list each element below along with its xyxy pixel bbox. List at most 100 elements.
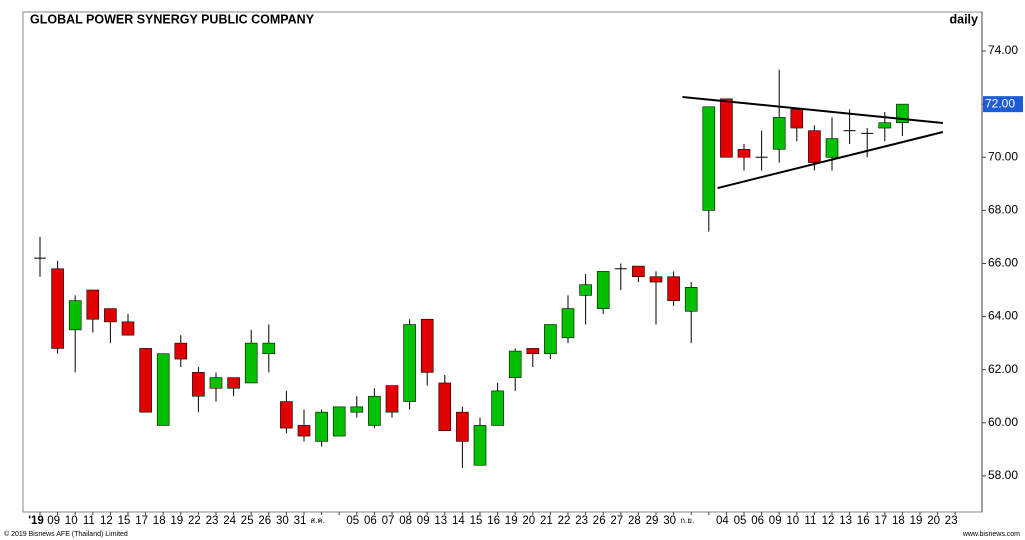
x-tick-label: 22 bbox=[188, 515, 201, 527]
x-tick-label: 22 bbox=[558, 515, 571, 527]
candle-body bbox=[368, 395, 381, 426]
candle-body bbox=[420, 318, 434, 373]
candle-body bbox=[456, 411, 469, 442]
candle-body bbox=[684, 287, 698, 312]
candle-body bbox=[385, 385, 399, 413]
x-tick-label: 06 bbox=[751, 515, 764, 527]
candle-body bbox=[350, 406, 364, 413]
y-tick-label: 64.00 bbox=[988, 309, 1018, 323]
x-tick-label: 09 bbox=[417, 515, 430, 527]
x-tick-label: 15 bbox=[118, 515, 131, 527]
x-tick-label: 31 bbox=[294, 515, 307, 527]
x-tick-label: 28 bbox=[628, 515, 641, 527]
candle-body bbox=[649, 276, 663, 283]
candle-body bbox=[68, 300, 82, 331]
x-tick-label: 20 bbox=[522, 515, 535, 527]
x-tick-label: 13 bbox=[839, 515, 852, 527]
x-tick-label: 16 bbox=[857, 515, 870, 527]
candle-body bbox=[772, 117, 786, 150]
x-tick-label: 19 bbox=[910, 515, 923, 527]
y-tick-label: 66.00 bbox=[988, 256, 1018, 270]
x-tick-label: 05 bbox=[346, 515, 359, 527]
x-tick-label: 23 bbox=[575, 515, 588, 527]
y-tick-label: 68.00 bbox=[988, 203, 1018, 217]
candle-body bbox=[508, 350, 522, 378]
candle-body bbox=[825, 138, 839, 158]
candle-body bbox=[280, 401, 293, 429]
x-tick-label: 04 bbox=[716, 515, 729, 527]
y-tick-label: 58.00 bbox=[988, 468, 1018, 482]
x-tick-label: 05 bbox=[734, 515, 747, 527]
y-tick-label: 62.00 bbox=[988, 362, 1018, 376]
x-tick-label: 30 bbox=[663, 515, 676, 527]
candle-body bbox=[632, 265, 645, 278]
x-tick-label: 07 bbox=[382, 515, 395, 527]
x-tick-label: ส.ค. bbox=[310, 516, 325, 525]
candle-body bbox=[702, 106, 716, 211]
candle-body bbox=[561, 308, 575, 339]
x-tick-label: 23 bbox=[945, 515, 958, 527]
x-tick-label: 10 bbox=[786, 515, 799, 527]
y-tick-label: 70.00 bbox=[988, 149, 1018, 163]
x-tick-label: 18 bbox=[153, 515, 166, 527]
x-tick-label: 12 bbox=[100, 515, 113, 527]
x-tick-label: 13 bbox=[434, 515, 447, 527]
candle-body bbox=[174, 342, 188, 360]
candle-body bbox=[86, 289, 100, 320]
candle-body bbox=[139, 348, 152, 413]
candle-body bbox=[51, 268, 64, 349]
x-tick-label: 24 bbox=[223, 515, 236, 527]
candle-body bbox=[209, 377, 223, 389]
candle-body bbox=[156, 353, 170, 426]
candle-body bbox=[121, 321, 135, 336]
x-tick-label: 25 bbox=[241, 515, 254, 527]
x-tick-label: 19 bbox=[170, 515, 183, 527]
x-tick-label: 11 bbox=[804, 515, 816, 527]
candle-body bbox=[332, 406, 346, 437]
last-price-label: 72.00 bbox=[985, 96, 1015, 110]
candle-body bbox=[262, 342, 276, 355]
candle-body bbox=[315, 411, 328, 442]
x-tick-label: 10 bbox=[65, 515, 78, 527]
x-tick-label: 09 bbox=[769, 515, 782, 527]
x-tick-label: 12 bbox=[822, 515, 835, 527]
candle-body bbox=[579, 284, 592, 296]
period-label: daily bbox=[950, 12, 979, 26]
candle-body bbox=[473, 425, 487, 466]
x-tick-label: 29 bbox=[646, 515, 659, 527]
candle-body bbox=[297, 425, 311, 437]
x-tick-label: 15 bbox=[470, 515, 483, 527]
candle-body bbox=[544, 324, 557, 355]
candle-body bbox=[667, 276, 680, 301]
candle-body bbox=[403, 324, 416, 402]
candle-body bbox=[878, 122, 892, 129]
x-tick-label: '19 bbox=[28, 515, 44, 527]
x-tick-label: 06 bbox=[364, 515, 377, 527]
x-tick-label: 17 bbox=[135, 515, 148, 527]
x-tick-label: 18 bbox=[892, 515, 905, 527]
x-tick-label: 20 bbox=[927, 515, 940, 527]
candle-body bbox=[491, 390, 504, 426]
candle-body bbox=[720, 98, 733, 158]
candle-body bbox=[808, 130, 821, 163]
last-price-box bbox=[983, 96, 1023, 113]
x-tick-label: 08 bbox=[399, 515, 412, 527]
candle-body bbox=[104, 308, 117, 323]
y-tick-label: 74.00 bbox=[988, 43, 1018, 57]
x-tick-label: 09 bbox=[47, 515, 60, 527]
candle-body bbox=[737, 148, 751, 158]
x-tick-label: 27 bbox=[610, 515, 623, 527]
candle-body bbox=[790, 109, 804, 129]
website: www.bisnews.com bbox=[962, 531, 1020, 538]
x-tick-label: 11 bbox=[83, 515, 95, 527]
candle-body bbox=[438, 382, 452, 432]
x-tick-label: 19 bbox=[505, 515, 518, 527]
x-tick-label: 30 bbox=[276, 515, 289, 527]
x-tick-label: 23 bbox=[206, 515, 219, 527]
trend-line bbox=[717, 131, 944, 190]
copyright: © 2019 Bisnews AFE (Thailand) Limited bbox=[4, 530, 128, 538]
trend-line bbox=[682, 95, 943, 124]
candle-body bbox=[192, 372, 205, 397]
